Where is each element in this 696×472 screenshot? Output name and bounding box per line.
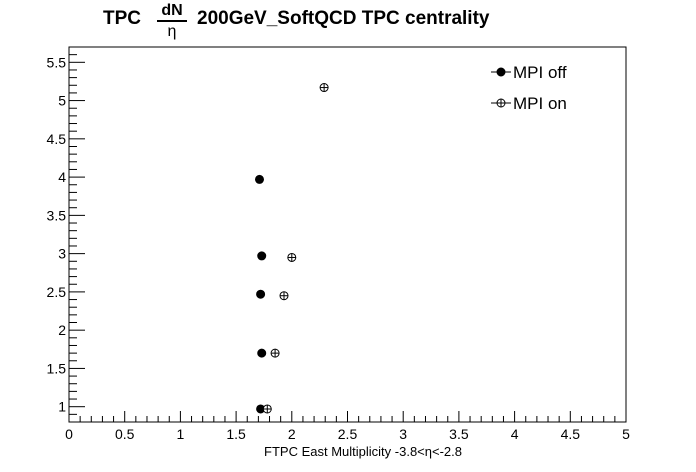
x-axis: 0 0.5 1 1.5 2 2.5 3 3.5 4 4.5 5 (65, 411, 630, 442)
y-tick-label: 4 (58, 169, 66, 185)
y-axis: 1 1.5 2 2.5 3 3.5 4 4.5 5 5.5 (47, 46, 85, 423)
x-tick-label: 3.5 (449, 426, 469, 442)
x-tick-label: 2.5 (338, 426, 358, 442)
y-tick-label: 3.5 (47, 207, 67, 223)
y-tick-label: 5 (58, 93, 66, 109)
legend-label-mpi-off: MPI off (513, 63, 567, 82)
chart-title-denominator: η (167, 23, 177, 40)
x-tick-label: 1 (177, 426, 185, 442)
legend: MPI off MPI on (491, 63, 567, 113)
fraction-bar (157, 20, 187, 22)
y-tick-label: 2 (58, 322, 66, 338)
data-point-mpi-on (262, 404, 272, 414)
x-tick-label: 5 (622, 426, 630, 442)
x-tick-label: 2 (288, 426, 296, 442)
x-tick-label: 3 (399, 426, 407, 442)
data-points (254, 83, 329, 414)
y-tick-label: 3 (58, 246, 66, 262)
chart-title: 200GeV_SoftQCD TPC centrality (197, 8, 490, 29)
data-point-mpi-off (254, 174, 264, 184)
data-point-mpi-on (287, 252, 297, 262)
data-point-mpi-on (279, 291, 289, 301)
x-tick-label: 0.5 (115, 426, 135, 442)
data-point-mpi-on (319, 83, 329, 93)
data-point-mpi-off (257, 348, 267, 358)
legend-label-mpi-on: MPI on (513, 94, 567, 113)
data-point-mpi-on (270, 348, 280, 358)
y-tick-label: 4.5 (47, 131, 67, 147)
y-tick-label: 1 (58, 399, 66, 415)
chart-title-numerator: dN (161, 2, 183, 19)
data-point-mpi-off (257, 251, 267, 261)
y-tick-label: 5.5 (47, 54, 67, 70)
x-tick-label: 0 (65, 426, 73, 442)
legend-marker-mpi-off (496, 67, 506, 77)
x-tick-label: 4.5 (561, 426, 581, 442)
data-point-mpi-off (256, 289, 266, 299)
y-tick-label: 2.5 (47, 284, 67, 300)
y-tick-label: 1.5 (47, 360, 67, 376)
chart-title-fraction: dN η (155, 2, 189, 42)
chart-title-prefix: TPC (103, 8, 141, 29)
x-tick-label: 1.5 (226, 426, 246, 442)
x-tick-label: 4 (511, 426, 519, 442)
legend-marker-mpi-on (496, 98, 506, 108)
x-axis-label: FTPC East Multiplicity -3.8<η<-2.8 (264, 444, 462, 459)
